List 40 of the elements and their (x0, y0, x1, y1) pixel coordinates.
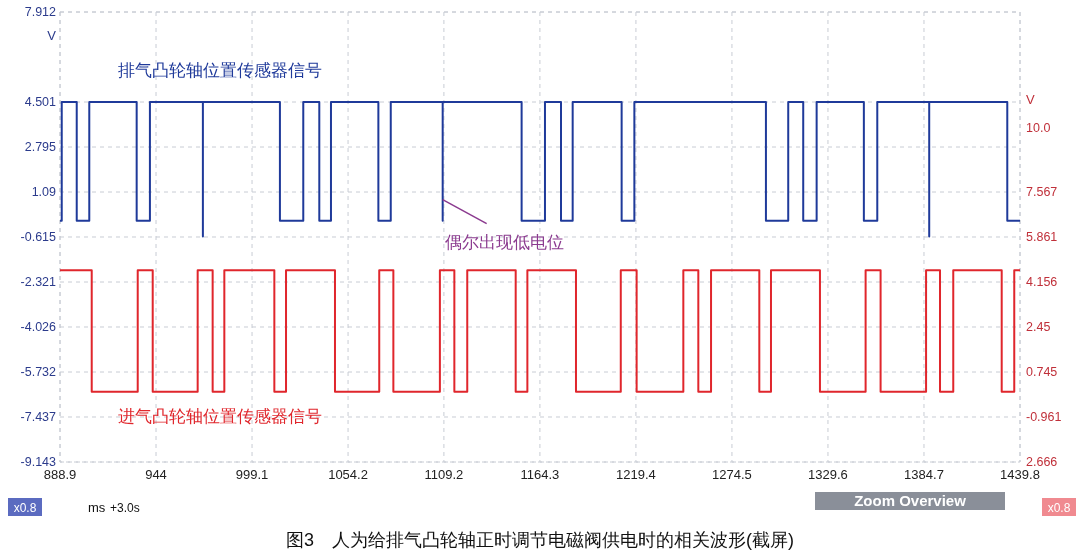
y2-tick-label: 10.0 (1026, 120, 1051, 135)
y2-tick-label: 0.745 (1026, 365, 1058, 379)
text: +3.0s (110, 501, 140, 515)
x-tick-label: 1109.2 (424, 467, 464, 482)
x-tick-label: 1164.3 (520, 467, 560, 482)
x-tick-label: 1054.2 (328, 467, 368, 482)
y-tick-label: -7.437 (20, 409, 57, 424)
y-tick-label: 1.09 (31, 185, 57, 199)
annotation: 偶尔出现低电位 (444, 232, 564, 252)
y2-tick-label: 7.567 (1026, 185, 1058, 199)
y-tick-label: 4.501 (24, 95, 57, 109)
y2-tick-label: 2.45 (1026, 320, 1051, 335)
x-tick-label: 999.1 (235, 467, 269, 482)
text: x0.8 (13, 501, 37, 515)
x-tick-label: 1329.6 (808, 467, 848, 482)
y-tick-label: -5.732 (20, 365, 57, 379)
y-tick-label: 2.795 (24, 140, 57, 155)
y-tick-label: -9.143 (20, 455, 57, 469)
y-axis-title: V (47, 28, 57, 43)
y2-axis-title: V (1026, 92, 1035, 107)
x-tick-label: 1274.5 (712, 467, 752, 482)
text: Zoom Overview (854, 492, 967, 509)
y-tick-label: -2.321 (20, 275, 57, 289)
y2-tick-label: 2.666 (1026, 455, 1058, 469)
x-tick-label: 1439.8 (1000, 467, 1040, 482)
y2-tick-label: -0.961 (1026, 410, 1062, 425)
y-tick-label: -0.615 (20, 229, 57, 244)
y-tick-label: -4.026 (20, 319, 57, 334)
x-tick-label: 1384.7 (904, 467, 944, 482)
x-tick-label: 888.9 (43, 467, 77, 482)
y-tick-label: 7.912 (24, 5, 57, 19)
y2-tick-label: 5.861 (1026, 230, 1058, 245)
x-tick-label: 944 (145, 467, 167, 482)
text: x0.8 (1047, 501, 1071, 515)
text: 图3 人为给排气凸轮轴正时调节电磁阀供电时的相关波形(截屏) (286, 530, 794, 550)
x-tick-label: 1219.4 (616, 467, 656, 482)
x-axis-title: ms (88, 500, 106, 515)
series-label: 排气凸轮轴位置传感器信号 (117, 61, 322, 81)
series-label: 进气凸轮轴位置传感器信号 (117, 406, 322, 426)
y2-tick-label: 4.156 (1026, 275, 1058, 289)
